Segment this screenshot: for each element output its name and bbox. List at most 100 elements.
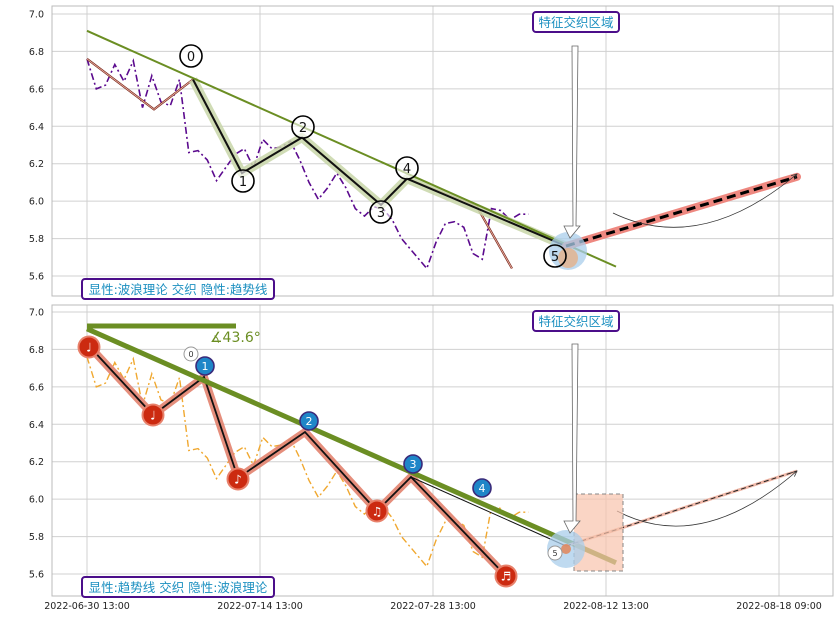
plot-frame bbox=[51, 304, 834, 597]
y-tick-label: 5.6 bbox=[29, 272, 44, 283]
x-tick-label: 2022-07-14 13:00 bbox=[217, 601, 303, 612]
wave-point-label: 4 bbox=[403, 162, 411, 177]
wave-point-circle bbox=[395, 156, 419, 180]
panel-1: 5.6 5.8 6.0 6.2 6.4 6.6 6.8 7.0 2022-06-30 13:00… bbox=[29, 304, 834, 612]
wave-point-circle bbox=[369, 200, 393, 224]
trend-point-label: 0 bbox=[188, 350, 193, 359]
annotation: 特征交织区域 bbox=[532, 11, 620, 239]
y-tick-label: 7.0 bbox=[29, 10, 44, 21]
note-marker-circle bbox=[226, 467, 250, 491]
note-marker-glyph: ♪ bbox=[234, 473, 242, 487]
note-marker: ♩ bbox=[141, 403, 165, 427]
y-tick-label: 6.8 bbox=[29, 345, 44, 356]
wave-point-label: 1 bbox=[239, 175, 247, 190]
trend-point-4: 4 bbox=[472, 478, 492, 498]
trend-point-1: 1 bbox=[195, 356, 215, 376]
x-tick-label: 2022-08-12 13:00 bbox=[563, 601, 649, 612]
wave-point-label: 5 bbox=[551, 250, 559, 265]
x-tick-label: 2022-06-30 13:00 bbox=[44, 601, 130, 612]
wave-point-circle bbox=[543, 244, 567, 268]
legend-frame bbox=[81, 278, 275, 300]
y-tick-label: 6.0 bbox=[29, 197, 44, 208]
x-tick-label: 2022-07-28 13:00 bbox=[390, 601, 476, 612]
trend-point-circle bbox=[472, 478, 492, 498]
wave-point-label: 3 bbox=[377, 206, 385, 221]
y-tick-label: 6.8 bbox=[29, 47, 44, 58]
y-tick-label: 6.2 bbox=[29, 159, 44, 170]
wave-point-1: 1 bbox=[231, 169, 255, 193]
y-tick-label: 6.6 bbox=[29, 84, 44, 95]
trend-point-circle bbox=[195, 356, 215, 376]
wave-point-circle bbox=[231, 169, 255, 193]
projection-arc bbox=[612, 174, 797, 228]
trend-point-label: 4 bbox=[479, 482, 486, 495]
interweave-dot bbox=[561, 544, 571, 554]
trend-point-label: 1 bbox=[202, 360, 209, 373]
note-marker-glyph: ♩ bbox=[150, 409, 156, 423]
note-marker-circle bbox=[77, 335, 101, 359]
trendline bbox=[85, 326, 618, 566]
note-marker: ♫ bbox=[365, 499, 389, 523]
legend-text: 显性:趋势线 交织 隐性:波浪理论 bbox=[89, 580, 268, 595]
wave-halo bbox=[86, 343, 509, 579]
note-marker: ♪ bbox=[226, 467, 250, 491]
annotation-arrow bbox=[563, 343, 581, 534]
note-marker-circle bbox=[141, 403, 165, 427]
wave-point-circle bbox=[179, 44, 203, 68]
legend-text: 显性:波浪理论 交织 隐性:趋势线 bbox=[89, 282, 268, 297]
trendline bbox=[86, 29, 617, 268]
y-tick-label: 6.6 bbox=[29, 382, 44, 393]
trend-point-3: 3 bbox=[403, 454, 423, 474]
projection-line bbox=[565, 175, 798, 248]
trend-point-circle bbox=[403, 454, 423, 474]
annotation-arrow bbox=[563, 45, 581, 239]
legend-box: 显性:趋势线 交织 隐性:波浪理论 bbox=[81, 576, 275, 598]
annotation: 特征交织区域 bbox=[532, 310, 620, 534]
wave-path bbox=[192, 79, 567, 248]
note-marker-circle bbox=[365, 499, 389, 523]
plot-frame bbox=[51, 5, 834, 297]
y-tick-label: 6.0 bbox=[29, 495, 44, 506]
annotation-label: 特征交织区域 bbox=[538, 15, 613, 30]
angle-label: ∡43.6° bbox=[210, 330, 261, 346]
y-tick-label: 5.8 bbox=[29, 234, 44, 245]
note-marker-circle bbox=[494, 564, 518, 588]
y-tick-label: 6.4 bbox=[29, 420, 44, 431]
wave-point-circle bbox=[291, 115, 315, 139]
series-line bbox=[86, 58, 529, 271]
trend-point-0: 0 bbox=[183, 346, 199, 362]
y-tick-label: 6.4 bbox=[29, 122, 44, 133]
trend-point-circle bbox=[547, 545, 563, 561]
y-tick-label: 7.0 bbox=[29, 308, 44, 319]
wave-point-3: 3 bbox=[369, 200, 393, 224]
wave-point-5: 5 bbox=[543, 232, 587, 270]
y-tick-label: 5.8 bbox=[29, 532, 44, 543]
wave-point-label: 0 bbox=[187, 50, 195, 65]
trend-guide-line bbox=[410, 476, 567, 547]
trend-point-circle bbox=[183, 346, 199, 362]
annotation-box bbox=[532, 11, 620, 33]
note-marker-glyph: ♩ bbox=[86, 341, 92, 355]
annotation-box bbox=[532, 310, 620, 332]
note-marker: ♬ bbox=[494, 564, 518, 588]
note-marker-glyph: ♬ bbox=[501, 570, 512, 584]
annotation-label: 特征交织区域 bbox=[538, 314, 613, 329]
wave-point-0: 0 bbox=[179, 44, 203, 68]
wave-point-4: 4 bbox=[395, 156, 419, 180]
projection-arc bbox=[616, 471, 797, 527]
trend-point-label: 5 bbox=[552, 549, 557, 558]
note-marker-glyph: ♫ bbox=[372, 505, 383, 519]
note-marker: ♩ bbox=[77, 335, 101, 359]
x-tick-label: 2022-08-18 09:00 bbox=[736, 601, 822, 612]
legend-box: 显性:波浪理论 交织 隐性:趋势线 bbox=[81, 278, 275, 300]
trend-point-2: 2 bbox=[299, 411, 319, 431]
trend-point-5: 5 bbox=[547, 545, 563, 561]
panel-0: 5.6 5.8 6.0 6.2 6.4 6.6 6.8 7.0 0 1 2 3 4 5 特征交织区域显性:波… bbox=[29, 5, 834, 300]
trend-point-label: 3 bbox=[410, 458, 417, 471]
wave-point-2: 2 bbox=[291, 115, 315, 139]
trend-point-label: 2 bbox=[306, 415, 313, 428]
y-tick-label: 6.2 bbox=[29, 457, 44, 468]
y-tick-label: 5.6 bbox=[29, 570, 44, 581]
